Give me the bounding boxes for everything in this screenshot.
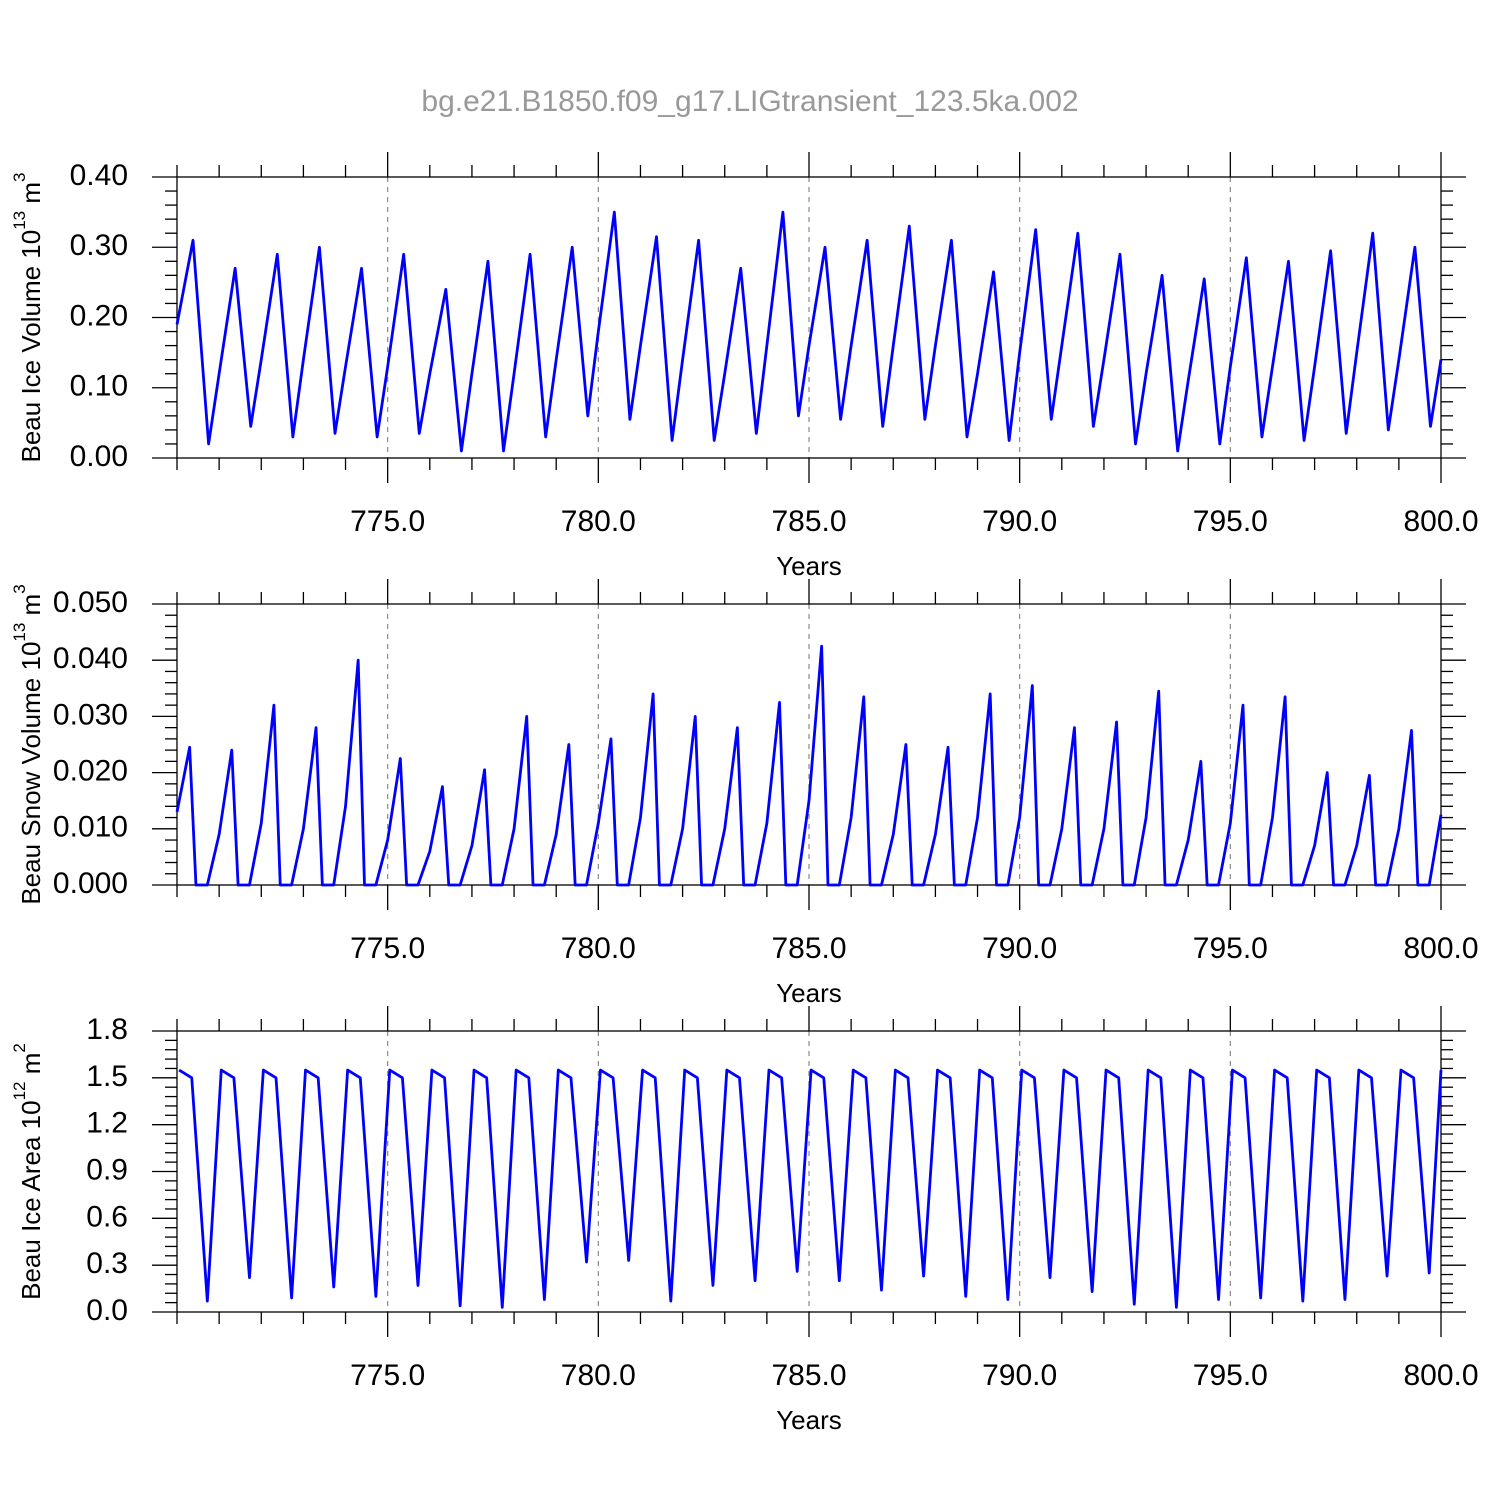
x-tick-label: 795.0 (1193, 505, 1268, 538)
y-tick-label: 0.20 (70, 299, 128, 332)
y-axis-label: Beau Ice Area 1012 m2 (10, 1043, 45, 1300)
x-tick-label: 775.0 (350, 505, 425, 538)
figure-title: bg.e21.B1850.f09_g17.LIGtransient_123.5k… (421, 85, 1078, 118)
y-tick-label: 0.000 (53, 867, 128, 900)
y-axis-label-exponent: 3 (10, 584, 29, 593)
data-line (178, 1068, 1443, 1309)
y-tick-label: 0.10 (70, 370, 128, 403)
y-axis-label-part: Beau Ice Volume 10 (16, 230, 46, 463)
y-tick-label: 0.010 (53, 811, 128, 844)
y-tick-label: 0.40 (70, 159, 128, 192)
x-axis-label: Years (776, 1405, 842, 1435)
y-axis-label-part: Beau Snow Volume 10 (16, 642, 46, 905)
x-tick-label: 785.0 (771, 505, 846, 538)
y-tick-label: 0.040 (53, 642, 128, 675)
y-axis-label: Beau Snow Volume 1013 m3 (10, 584, 45, 904)
y-tick-label: 1.2 (86, 1107, 128, 1140)
x-tick-label: 790.0 (982, 932, 1057, 965)
y-axis-label-exponent: 12 (10, 1081, 29, 1100)
plot-frame (176, 603, 1442, 886)
x-tick-label: 775.0 (350, 1359, 425, 1392)
x-tick-label: 785.0 (771, 932, 846, 965)
y-tick-label: 0.030 (53, 698, 128, 731)
x-tick-label: 790.0 (982, 1359, 1057, 1392)
y-tick-label: 1.8 (86, 1013, 128, 1046)
y-axis-label: Beau Ice Volume 1013 m3 (10, 173, 45, 463)
y-axis-label-part: Beau Ice Area 10 (16, 1100, 46, 1299)
y-tick-label: 0.6 (86, 1200, 128, 1233)
y-axis-label-part: m (16, 1053, 46, 1082)
x-tick-label: 800.0 (1403, 1359, 1478, 1392)
x-tick-label: 800.0 (1403, 505, 1478, 538)
y-axis-label-part: m (16, 594, 46, 623)
y-tick-label: 0.00 (70, 440, 128, 473)
y-tick-label: 0.020 (53, 755, 128, 788)
x-tick-label: 795.0 (1193, 932, 1268, 965)
x-tick-label: 780.0 (561, 505, 636, 538)
y-axis-label-exponent: 13 (10, 623, 29, 642)
y-tick-label: 0.9 (86, 1153, 128, 1186)
data-line (175, 644, 1443, 887)
y-axis-label-part: m (16, 182, 46, 211)
y-axis-label-exponent: 3 (10, 173, 29, 182)
x-tick-label: 785.0 (771, 1359, 846, 1392)
x-tick-label: 795.0 (1193, 1359, 1268, 1392)
y-tick-label: 0.30 (70, 229, 128, 262)
x-tick-label: 790.0 (982, 505, 1057, 538)
data-line (175, 210, 1443, 453)
y-tick-label: 0.0 (86, 1294, 128, 1327)
x-tick-label: 775.0 (350, 932, 425, 965)
x-tick-label: 780.0 (561, 932, 636, 965)
x-axis-label: Years (776, 978, 842, 1008)
x-tick-label: 780.0 (561, 1359, 636, 1392)
y-tick-label: 0.3 (86, 1247, 128, 1280)
y-tick-label: 1.5 (86, 1060, 128, 1093)
plot-frame (176, 1030, 1442, 1313)
x-tick-label: 800.0 (1403, 932, 1478, 965)
x-axis-label: Years (776, 551, 842, 581)
y-axis-label-exponent: 13 (10, 211, 29, 230)
y-tick-label: 0.050 (53, 586, 128, 619)
y-axis-label-exponent: 2 (10, 1043, 29, 1052)
